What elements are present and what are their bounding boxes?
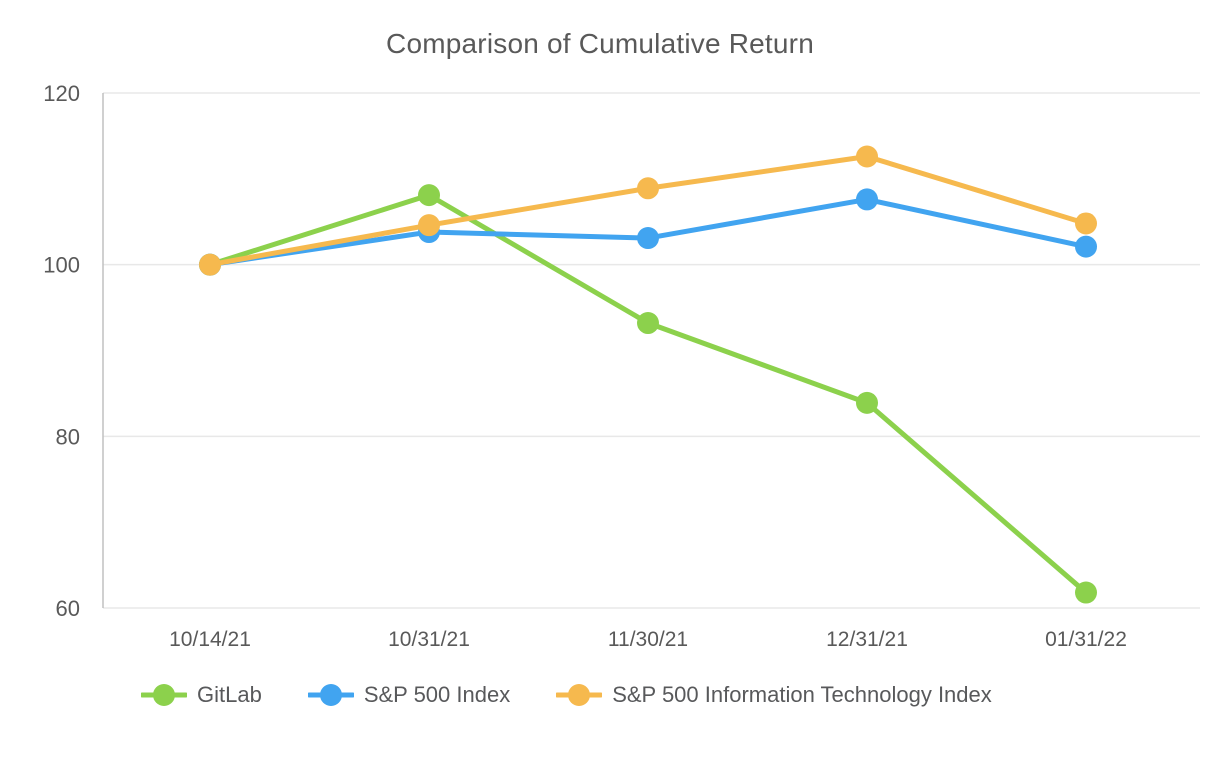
legend-item-gitlab: GitLab [141, 682, 262, 708]
sp500-it-series-marker-icon [556, 684, 603, 706]
legend-item-sp500: S&P 500 Index [307, 682, 511, 708]
data-point-gitlab-10-31-21 [418, 184, 440, 207]
data-point-s-p-500-index-01-31-22 [1075, 235, 1097, 258]
data-point-gitlab-11-30-21 [637, 312, 659, 335]
data-point-gitlab-12-31-21 [856, 391, 878, 414]
plot-area: 60 80 100 120 10/14/21 10/31/21 11/30/21 12/31/… [43, 81, 1200, 651]
data-point-s-p-500-information-technology-index-11-30-21 [637, 177, 659, 200]
x-tick-label-11-30-21: 11/30/21 [608, 628, 688, 651]
y-tick-label-80: 80 [56, 424, 80, 449]
data-point-s-p-500-information-technology-index-10-14-21 [199, 253, 221, 276]
gitlab-series-marker-icon [141, 684, 187, 706]
data-point-s-p-500-information-technology-index-12-31-21 [856, 145, 878, 168]
legend-label-sp500-it: S&P 500 Information Technology Index [612, 682, 992, 707]
data-point-s-p-500-index-12-31-21 [856, 188, 878, 211]
data-point-s-p-500-information-technology-index-10-31-21 [418, 214, 440, 237]
data-point-gitlab-01-31-22 [1075, 581, 1097, 604]
x-tick-label-10-14-21: 10/14/21 [169, 628, 251, 651]
legend-item-sp500-it: S&P 500 Information Technology Index [556, 682, 992, 708]
x-tick-label-10-31-21: 10/31/21 [388, 628, 470, 651]
x-tick-label-01-31-22: 01/31/22 [1045, 628, 1127, 651]
series-line-gitlab [207, 192, 1089, 596]
y-tick-label-120: 120 [43, 81, 80, 106]
y-tick-label-60: 60 [56, 596, 80, 621]
x-tick-label-12-31-21: 12/31/21 [826, 628, 908, 651]
legend-label-sp500: S&P 500 Index [363, 682, 511, 707]
legend-label-gitlab: GitLab [197, 682, 262, 707]
chart-title: Comparison of Cumulative Return [386, 28, 814, 59]
legend: GitLab S&P 500 Index S&P 500 Information… [141, 682, 992, 708]
sp500-series-marker-icon [307, 684, 354, 706]
data-point-s-p-500-index-11-30-21 [637, 227, 659, 250]
data-point-s-p-500-information-technology-index-01-31-22 [1075, 212, 1097, 235]
y-tick-label-100: 100 [43, 253, 80, 278]
